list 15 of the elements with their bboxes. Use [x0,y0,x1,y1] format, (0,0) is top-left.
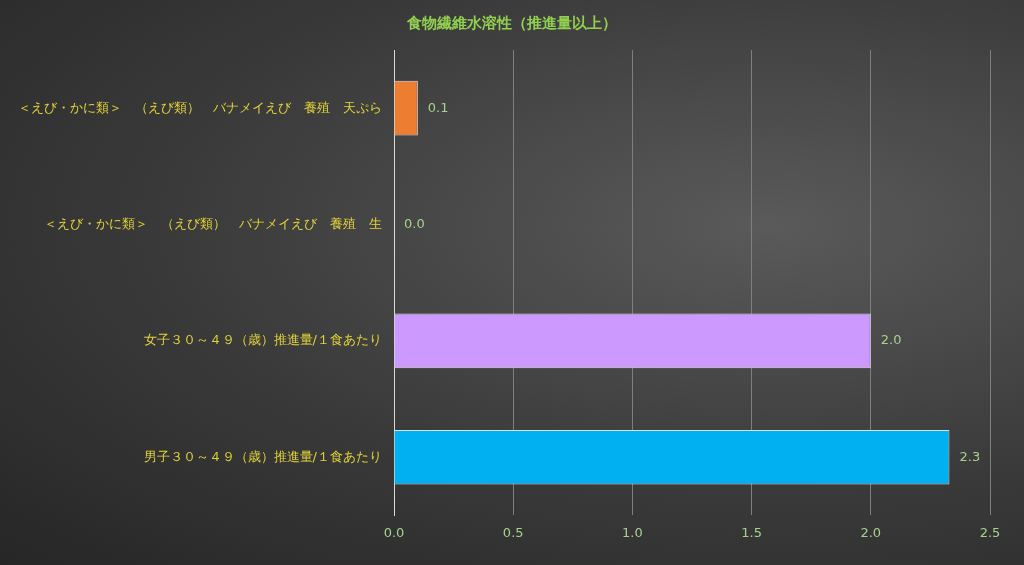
x-tick-label: 0.0 [383,524,405,540]
y-tick-label: 男子３０～４９（歳）推進量/１食あたり [143,448,382,464]
y-tick-label: 女子３０～４９（歳）推進量/１食あたり [143,332,382,348]
x-tick-label: 2.5 [979,524,1001,540]
data-label: 2.0 [880,332,902,348]
data-label: 2.3 [959,448,981,464]
x-tick-label: 1.5 [741,524,762,540]
x-tick-label: 2.0 [860,524,882,540]
x-tick-label: 1.0 [622,524,643,540]
x-tick-label: 0.5 [502,524,524,540]
chart-title: 食物繊維水溶性（推進量以上） [406,14,618,33]
data-label: 0.0 [404,215,425,231]
y-tick-label: ＜えび・かに類＞ （えび類） バナメイえび 養殖 天ぷら [18,99,382,115]
y-tick-label: ＜えび・かに類＞ （えび類） バナメイえび 養殖 生 [44,215,382,231]
data-label: 0.1 [427,99,449,115]
